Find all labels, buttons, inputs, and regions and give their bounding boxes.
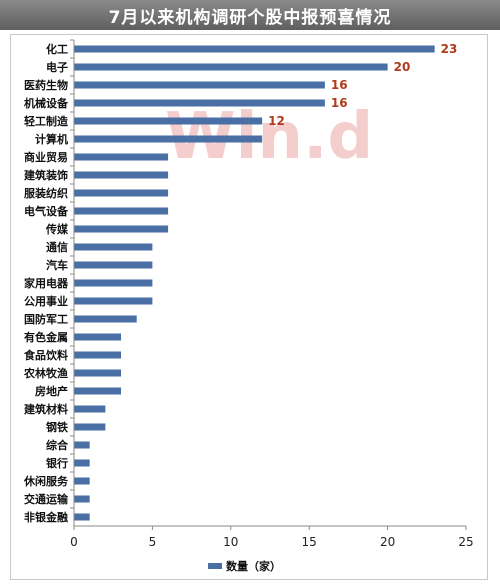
data-label: 16 [331, 78, 348, 92]
category-label: 电气设备 [24, 204, 69, 218]
bar [74, 369, 122, 377]
bar [74, 171, 169, 179]
x-tick-label: 25 [458, 535, 473, 549]
bar [74, 423, 106, 431]
bar [74, 405, 106, 413]
legend-swatch [208, 563, 222, 569]
bar [74, 207, 169, 215]
x-tick-label: 20 [380, 535, 395, 549]
category-label: 通信 [46, 240, 68, 254]
x-tick-label: 5 [149, 535, 157, 549]
category-label: 机械设备 [24, 96, 69, 110]
category-label: 汽车 [46, 258, 68, 272]
bar [74, 45, 435, 53]
legend: 数量（家） [208, 559, 281, 573]
bar [74, 441, 90, 449]
category-label: 钢铁 [46, 420, 68, 434]
category-label: 传媒 [45, 222, 69, 236]
category-label: 休闲服务 [23, 474, 69, 488]
bar [74, 189, 169, 197]
category-label: 建筑材料 [24, 402, 68, 416]
category-label: 非银金融 [24, 510, 68, 524]
x-tick-label: 10 [223, 535, 238, 549]
category-label: 计算机 [35, 132, 68, 146]
data-label: 23 [441, 42, 458, 56]
bar [74, 333, 122, 341]
category-label: 化工 [46, 42, 68, 56]
category-label: 商业贸易 [24, 150, 68, 164]
category-label: 银行 [46, 456, 68, 470]
bar [74, 81, 325, 89]
bar [74, 495, 90, 503]
category-label: 服装纺织 [24, 186, 68, 200]
bar [74, 477, 90, 485]
x-tick-label: 0 [70, 535, 78, 549]
bar [74, 351, 122, 359]
category-label: 轻工制造 [24, 114, 69, 128]
bar [74, 513, 90, 521]
legend-label: 数量（家） [226, 559, 281, 573]
category-label: 电子 [46, 60, 68, 74]
bar [74, 99, 325, 107]
bar [74, 225, 169, 233]
bar [74, 297, 153, 305]
category-label: 医药生物 [24, 78, 68, 92]
x-tick-label: 15 [302, 535, 317, 549]
data-label: 20 [394, 60, 411, 74]
category-label: 有色金属 [24, 330, 68, 344]
bar [74, 153, 169, 161]
category-label: 农林牧渔 [23, 366, 68, 380]
category-label: 家用电器 [24, 276, 69, 290]
bar [74, 117, 263, 125]
bar [74, 243, 153, 251]
plot-border [10, 34, 488, 580]
data-label: 16 [331, 96, 348, 110]
category-label: 综合 [46, 438, 69, 452]
bar [74, 387, 122, 395]
bar [74, 135, 263, 143]
category-label: 国防军工 [24, 312, 68, 326]
category-label: 交通运输 [24, 492, 69, 506]
bar [74, 261, 153, 269]
bar [74, 279, 153, 287]
category-label: 食品饮料 [24, 348, 68, 362]
category-label: 建筑装饰 [24, 168, 68, 182]
category-label: 公用事业 [24, 294, 68, 308]
chart-title: 7月以来机构调研个股中报预喜情况 [0, 0, 500, 30]
data-label: 12 [268, 114, 285, 128]
bar [74, 63, 388, 71]
bar [74, 315, 137, 323]
bar [74, 459, 90, 467]
category-label: 房地产 [35, 384, 68, 398]
